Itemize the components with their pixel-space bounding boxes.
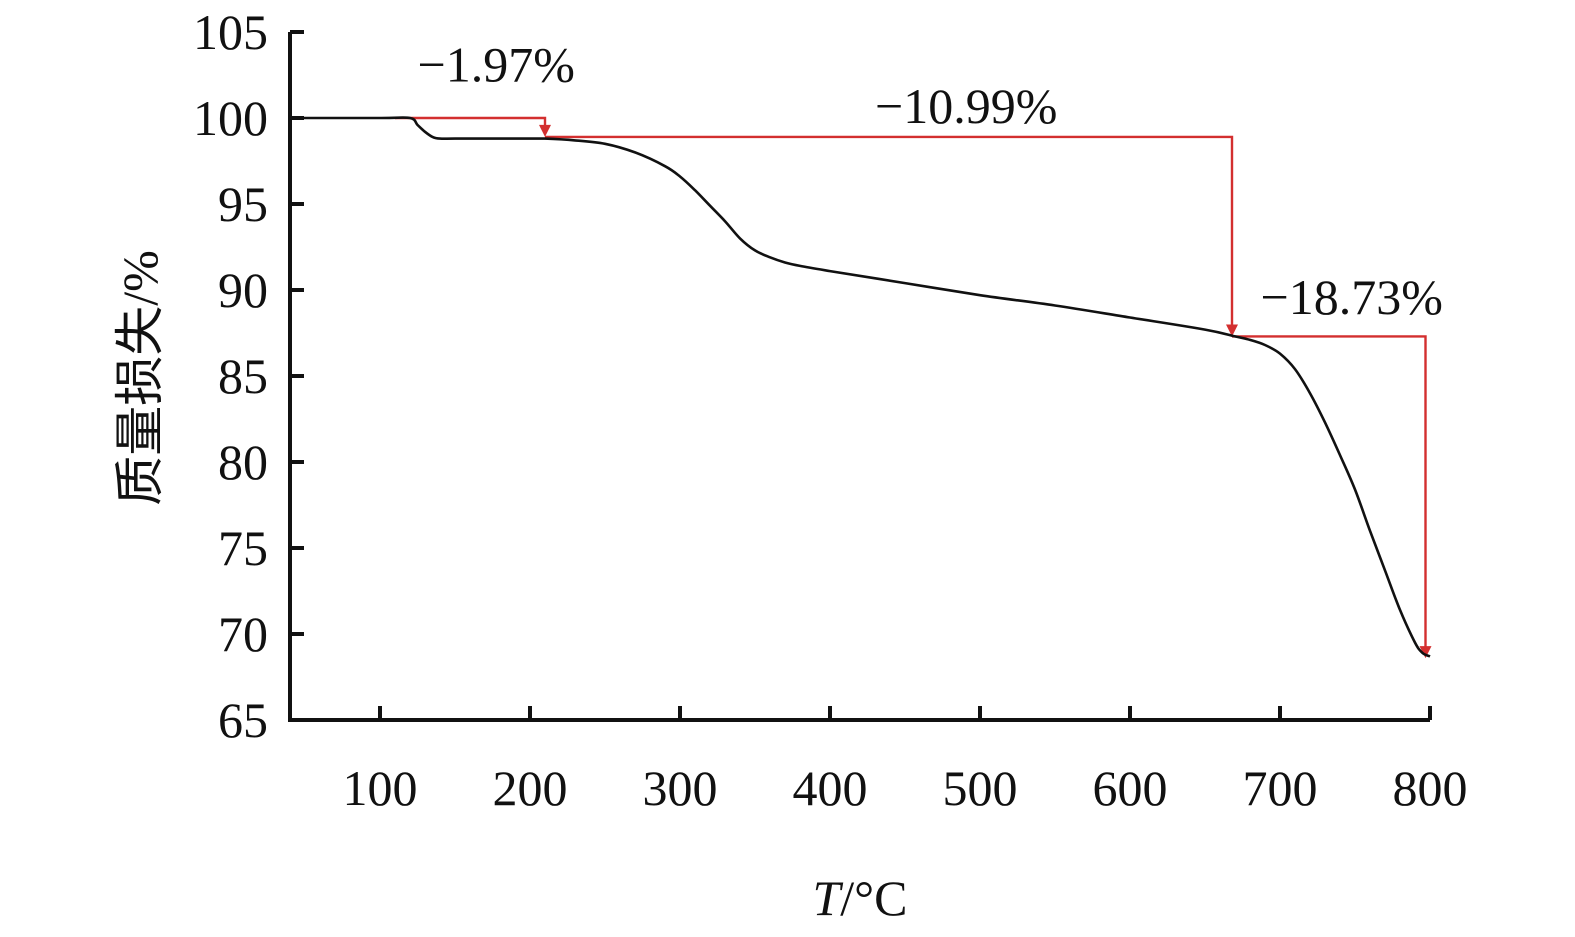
x-tick-label: 100 xyxy=(343,760,418,816)
x-axis-unit: /°C xyxy=(840,870,907,926)
y-tick-label: 90 xyxy=(218,262,268,318)
x-tick-label: 500 xyxy=(943,760,1018,816)
y-tick-label: 85 xyxy=(218,348,268,404)
y-tick-label: 80 xyxy=(218,434,268,490)
annotation-2: −10.99% xyxy=(545,78,1238,337)
annotation-arrowhead xyxy=(1226,324,1238,337)
x-tick-label: 800 xyxy=(1393,760,1468,816)
y-tick-label: 100 xyxy=(193,90,268,146)
y-axis-title: 质量损失/% xyxy=(112,250,168,506)
annotation-arrowhead xyxy=(1419,646,1432,659)
y-tick-label: 105 xyxy=(193,4,268,60)
y-tick-label: 70 xyxy=(218,606,268,662)
x-tick-label: 300 xyxy=(643,760,718,816)
x-tick-label: 400 xyxy=(793,760,868,816)
y-tick-label: 95 xyxy=(218,176,268,232)
mass-loss-curve xyxy=(290,116,1431,658)
annotation-arrowhead xyxy=(539,124,551,137)
annotation-label: −18.73% xyxy=(1261,269,1443,325)
annotation-1: −1.97% xyxy=(395,37,575,137)
annotation-3: −18.73% xyxy=(1232,269,1443,659)
annotation-label: −1.97% xyxy=(418,37,575,93)
annotation-label: −10.99% xyxy=(875,78,1057,134)
annotation-bracket xyxy=(395,116,547,126)
annotation-bracket xyxy=(545,135,1234,326)
x-tick-label: 200 xyxy=(493,760,568,816)
y-tick-label: 65 xyxy=(218,692,268,748)
annotations: −1.97% −10.99% −18.73% xyxy=(395,37,1443,659)
x-tick-label: 700 xyxy=(1243,760,1318,816)
y-tick-label: 75 xyxy=(218,520,268,576)
x-axis-title: T/°C xyxy=(812,870,907,926)
x-tick-label: 600 xyxy=(1093,760,1168,816)
x-axis-variable: T xyxy=(812,870,843,926)
annotation-bracket xyxy=(1232,335,1427,648)
axes: 65 70 75 80 85 90 95 100 105 100 200 300 400 500 600 70… xyxy=(193,4,1468,816)
